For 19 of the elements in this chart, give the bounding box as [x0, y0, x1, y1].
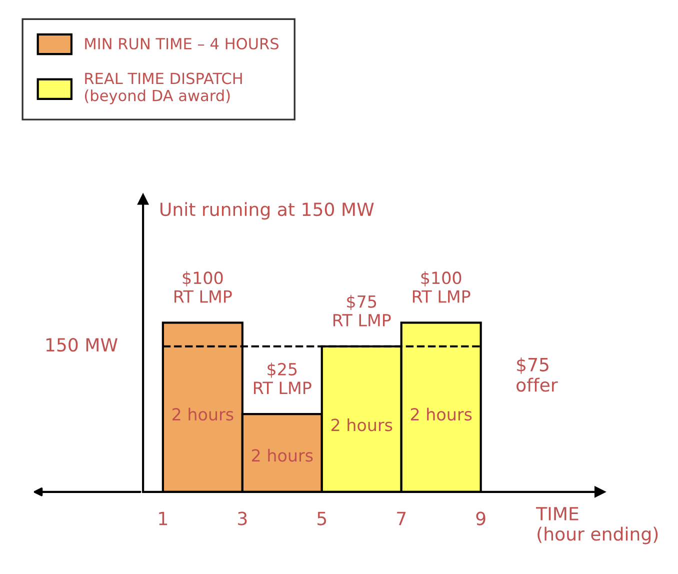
x-tick-label: 9 [476, 512, 486, 526]
x-tick-label: 1 [159, 512, 168, 526]
legend-label: MIN RUN TIME – 4 HOURS [85, 38, 278, 50]
ref-line-label: 150 MW [46, 338, 118, 352]
x-tick-label: 5 [318, 512, 326, 526]
annotation: 2 hours [252, 448, 313, 462]
x-tick-label: 7 [397, 512, 406, 526]
annotation: 2 hours [172, 408, 234, 421]
annotation: $75 offer [516, 358, 558, 392]
legend-label: REAL TIME DISPATCH (beyond DA award) [84, 72, 242, 104]
annotation: $75 RT LMP [333, 294, 391, 326]
text: $100 RT LMP [174, 271, 232, 303]
x-axis-title: TIME (hour ending) [536, 507, 658, 544]
x-tick-label: 3 [238, 512, 247, 526]
annotation: $25 RT LMP [254, 362, 312, 394]
annotation: 2 hours [331, 418, 392, 432]
annotation: 2 hours [410, 408, 472, 421]
text: $100 RT LMP [412, 271, 470, 303]
text: Unit running at 150 MW [160, 202, 374, 220]
